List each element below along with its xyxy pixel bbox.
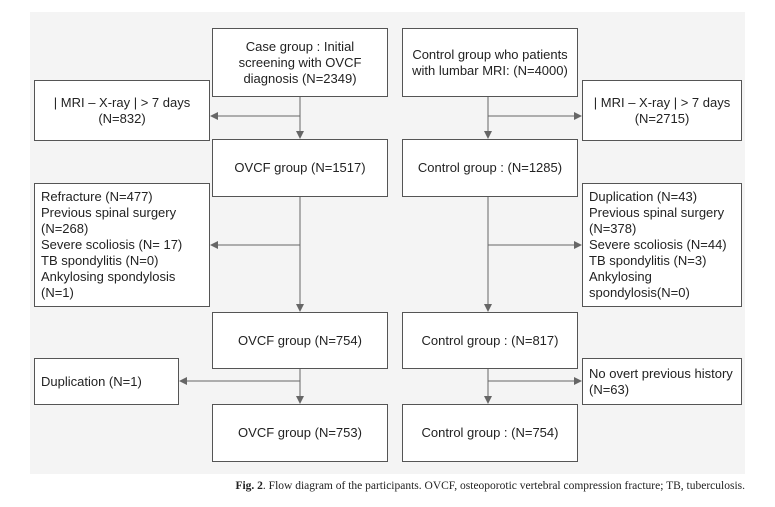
case-group-initial-line-1: Case group : Initial: [245, 38, 355, 54]
case-exclusion-criteria-box: Refracture (N=477) Previous spinal surge…: [34, 183, 210, 307]
control-exclusion-history-line-2: (N=63): [589, 381, 630, 397]
ovcf-group-753-label: OVCF group (N=753): [238, 425, 362, 440]
control-exclusion-surgery-count: (N=378): [589, 221, 637, 236]
case-exclusion-refracture: Refracture (N=477): [41, 189, 153, 204]
control-exclusion-time-gap-line-2: (N=2715): [634, 110, 690, 126]
ovcf-group-1517-box: OVCF group (N=1517): [212, 139, 388, 197]
case-group-initial-line-2: screening with OVCF: [238, 54, 362, 70]
control-group-817-box: Control group : (N=817): [402, 312, 578, 369]
case-exclusion-ankylosing-count: (N=1): [41, 285, 74, 300]
control-exclusion-history-line-1: No overt previous history: [589, 365, 733, 381]
case-group-initial-line-3: diagnosis (N=2349): [243, 70, 357, 86]
case-group-initial-box: Case group : Initial screening with OVCF…: [212, 28, 388, 97]
case-exclusion-time-gap-line-1: | MRI – X-ray | > 7 days: [53, 94, 191, 110]
control-exclusion-surgery: Previous spinal surgery: [589, 205, 725, 220]
case-exclusion-duplication-label: Duplication (N=1): [41, 373, 142, 389]
control-group-1285-label: Control group : (N=1285): [417, 160, 563, 175]
case-exclusion-time-gap-box: | MRI – X-ray | > 7 days (N=832): [34, 80, 210, 141]
case-exclusion-surgery-count: (N=268): [41, 221, 89, 236]
ovcf-group-754-label: OVCF group (N=754): [238, 332, 362, 348]
control-group-initial-line-2: with lumbar MRI: (N=4000): [412, 62, 568, 78]
control-group-817-label: Control group : (N=817): [421, 332, 559, 348]
case-exclusion-time-gap-line-2: (N=832): [98, 110, 146, 126]
control-group-754-label: Control group : (N=754): [421, 425, 559, 440]
control-exclusion-ankylosing-count: spondylosis(N=0): [589, 285, 690, 300]
ovcf-group-753-box: OVCF group (N=753): [212, 404, 388, 462]
control-exclusion-criteria-box: Duplication (N=43) Previous spinal surge…: [582, 183, 742, 307]
control-group-1285-box: Control group : (N=1285): [402, 139, 578, 197]
case-exclusion-duplication-box: Duplication (N=1): [34, 358, 179, 405]
control-exclusion-scoliosis: Severe scoliosis (N=44): [589, 237, 727, 252]
control-exclusion-tb: TB spondylitis (N=3): [589, 253, 707, 268]
case-exclusion-surgery: Previous spinal surgery: [41, 205, 177, 220]
ovcf-group-754-box: OVCF group (N=754): [212, 312, 388, 369]
ovcf-group-1517-label: OVCF group (N=1517): [234, 160, 366, 175]
control-group-initial-box: Control group who patients with lumbar M…: [402, 28, 578, 97]
control-exclusion-duplication: Duplication (N=43): [589, 189, 698, 204]
control-group-initial-line-1: Control group who patients: [412, 46, 568, 62]
control-group-754-box: Control group : (N=754): [402, 404, 578, 462]
case-exclusion-tb: TB spondylitis (N=0): [41, 253, 159, 268]
case-exclusion-scoliosis: Severe scoliosis (N= 17): [41, 237, 183, 252]
control-exclusion-time-gap-line-1: | MRI – X-ray | > 7 days: [593, 94, 731, 110]
figure-caption: Fig. 2. Flow diagram of the participants…: [30, 480, 745, 492]
figure-caption-text: . Flow diagram of the participants. OVCF…: [262, 480, 745, 492]
control-exclusion-time-gap-box: | MRI – X-ray | > 7 days (N=2715): [582, 80, 742, 141]
control-exclusion-ankylosing: Ankylosing: [589, 269, 652, 284]
case-exclusion-ankylosing: Ankylosing spondylosis: [41, 269, 176, 284]
control-exclusion-history-box: No overt previous history (N=63): [582, 358, 742, 405]
figure-caption-label: Fig. 2: [235, 480, 263, 492]
